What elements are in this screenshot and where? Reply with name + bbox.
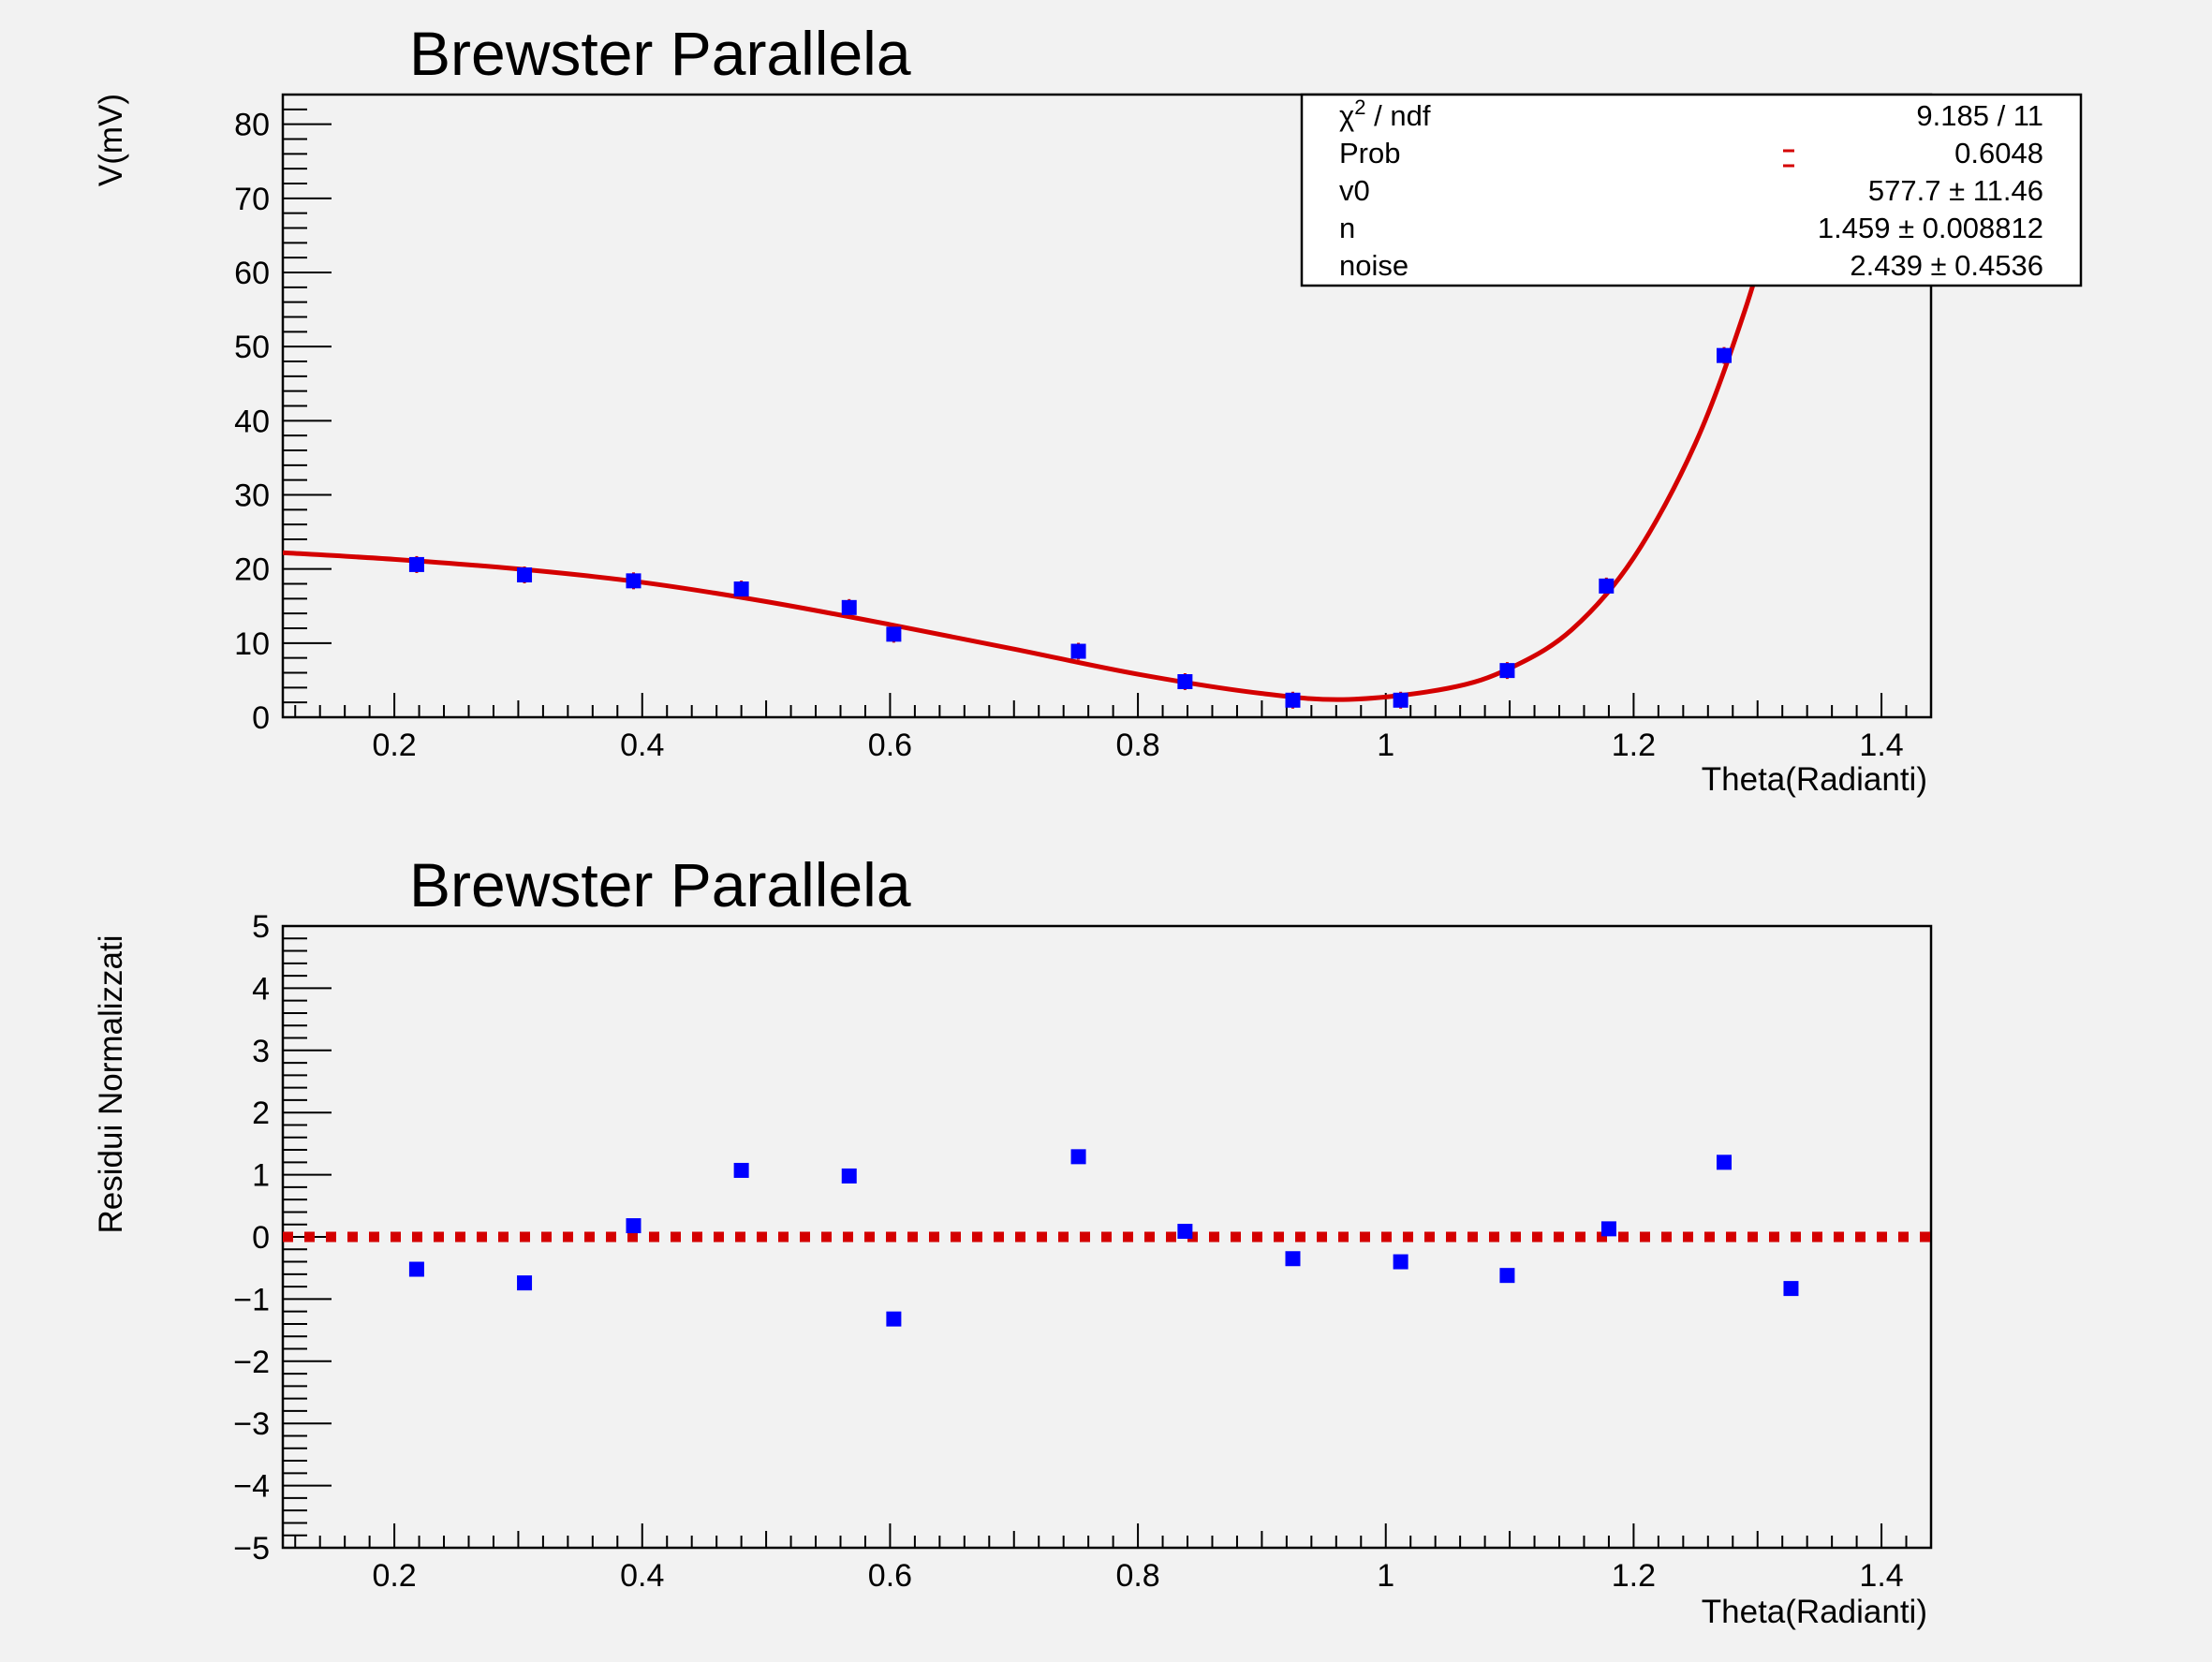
- fit-curve: [283, 183, 1785, 702]
- stats-label-superscript: 2: [1354, 96, 1365, 119]
- y-tick-label: 40: [234, 404, 270, 439]
- data-point: [1499, 663, 1515, 679]
- y-tick-label: −4: [233, 1469, 270, 1505]
- bottom-panel-residuals: Brewster Parallela Residui Normalizzati …: [93, 850, 1933, 1630]
- y-tick-label: 30: [234, 478, 270, 514]
- y-tick-label: 80: [234, 108, 270, 143]
- y-tick-label: 0: [252, 1220, 270, 1256]
- data-point: [1177, 674, 1193, 689]
- data-point: [733, 1162, 749, 1178]
- y-tick-label: 20: [234, 552, 270, 588]
- y-tick-label: 60: [234, 256, 270, 291]
- data-point: [1599, 578, 1615, 594]
- x-axis-title: Theta(Radianti): [1702, 761, 1927, 798]
- x-tick-label: 1.4: [1859, 1558, 1903, 1594]
- stats-row-label: n: [1339, 212, 1355, 244]
- data-point: [1285, 1251, 1301, 1267]
- stats-row-value: 2.439 ± 0.4536: [1850, 249, 2043, 282]
- stats-label-main: n: [1339, 212, 1355, 244]
- x-tick-label: 1: [1377, 728, 1394, 763]
- chart-title: Brewster Parallela: [409, 850, 911, 919]
- x-tick-label: 0.6: [868, 1558, 912, 1594]
- data-point: [841, 1168, 857, 1184]
- y-tick-label: 70: [234, 182, 270, 217]
- data-point: [408, 556, 424, 572]
- x-axis: 0.2 0.4 0.6 0.8 1 1.2 1.4: [294, 693, 1932, 763]
- x-tick-label: 1.2: [1612, 728, 1656, 763]
- data-point: [733, 581, 749, 597]
- y-tick-label: 0: [252, 700, 270, 736]
- y-tick-label: 2: [252, 1096, 270, 1131]
- data-point: [1070, 1149, 1086, 1165]
- data-point: [1177, 1224, 1193, 1240]
- y-tick-label: −5: [233, 1531, 270, 1566]
- y-tick-label: 50: [234, 330, 270, 365]
- data-point: [517, 567, 533, 582]
- stats-row-label: χ2 / ndf: [1339, 96, 1431, 132]
- y-axis-title: Residui Normalizzati: [93, 935, 129, 1234]
- stats-label-main: χ: [1339, 99, 1354, 132]
- y-axis-title: V(mV): [93, 94, 129, 186]
- y-tick-label: 1: [252, 1158, 270, 1194]
- fit-stats-box: χ2 / ndf 9.185 / 11 Prob 0.6048 v0 577.7 ± 11…: [1300, 93, 2083, 287]
- x-tick-label: 0.4: [620, 1558, 664, 1594]
- data-point: [1393, 692, 1408, 708]
- x-tick-label: 0.2: [372, 728, 416, 763]
- x-tick-label: 1.4: [1859, 728, 1903, 763]
- data-point: [1783, 1281, 1799, 1297]
- x-tick-label: 0.2: [372, 1558, 416, 1594]
- x-tick-label: 1.2: [1612, 1558, 1656, 1594]
- x-tick-label: 0.8: [1115, 728, 1159, 763]
- data-point: [1393, 1254, 1408, 1270]
- x-axis-title: Theta(Radianti): [1702, 1594, 1927, 1630]
- x-tick-label: 1: [1377, 1558, 1394, 1594]
- data-point: [1285, 692, 1301, 708]
- chart-title: Brewster Parallela: [409, 19, 911, 88]
- stats-label-main: noise: [1339, 249, 1408, 282]
- y-tick-label: 3: [252, 1034, 270, 1069]
- stats-row-label: noise: [1339, 249, 1408, 282]
- y-tick-label: 5: [252, 909, 270, 945]
- y-tick-label: −2: [233, 1345, 270, 1380]
- data-point: [517, 1275, 533, 1291]
- stats-row-label: Prob: [1339, 137, 1400, 169]
- y-axis: 0 10 20 30 40 50 60 70 80: [234, 94, 332, 736]
- data-point: [1600, 1221, 1616, 1237]
- x-tick-label: 0.8: [1115, 1558, 1159, 1594]
- x-tick-label: 0.6: [868, 728, 912, 763]
- data-point: [408, 1261, 424, 1277]
- stats-label-main: Prob: [1339, 137, 1400, 169]
- data-point: [1499, 1268, 1515, 1284]
- data-point: [886, 626, 902, 642]
- y-tick-label: −3: [233, 1406, 270, 1442]
- data-point: [1717, 347, 1733, 363]
- stats-row-value: 0.6048: [1954, 137, 2043, 169]
- stats-label-rest: / ndf: [1366, 99, 1431, 132]
- data-point: [841, 599, 857, 615]
- y-tick-label: 10: [234, 626, 270, 662]
- data-point: [626, 1218, 641, 1234]
- x-axis: 0.2 0.4 0.6 0.8 1 1.2 1.4: [294, 1523, 1932, 1594]
- y-tick-label: 4: [252, 971, 270, 1007]
- stats-label-main: v0: [1339, 174, 1370, 207]
- data-point: [1717, 1155, 1733, 1170]
- stats-row-label: v0: [1339, 174, 1370, 207]
- stats-row-value: 577.7 ± 11.46: [1868, 174, 2043, 207]
- data-point: [886, 1311, 902, 1327]
- stats-row-value: 9.185 / 11: [1916, 99, 2043, 132]
- data-point: [1070, 643, 1086, 659]
- stats-box-frame: [1300, 93, 2083, 287]
- top-panel-fit: Brewster Parallela V(mV) Theta(Radianti)…: [93, 19, 2083, 798]
- data-point: [626, 573, 641, 589]
- x-tick-label: 0.4: [620, 728, 664, 763]
- stats-row-value: 1.459 ± 0.008812: [1818, 212, 2043, 244]
- y-tick-label: −1: [233, 1282, 270, 1317]
